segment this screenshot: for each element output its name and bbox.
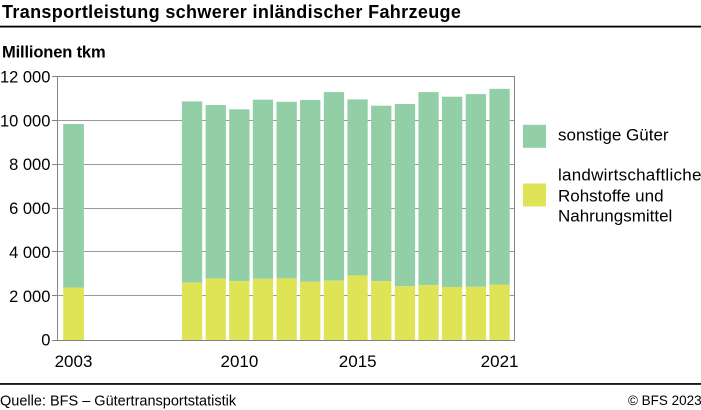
svg-text:12 000: 12 000	[0, 68, 50, 86]
svg-text:© BFS 2023: © BFS 2023	[628, 393, 701, 408]
svg-text:2021: 2021	[481, 352, 519, 371]
svg-text:6 000: 6 000	[9, 200, 50, 218]
svg-text:landwirtschaftliche: landwirtschaftliche	[558, 166, 701, 185]
svg-text:Nahrungsmittel: Nahrungsmittel	[558, 206, 672, 225]
svg-text:8 000: 8 000	[9, 156, 50, 174]
svg-text:sonstige Güter: sonstige Güter	[558, 126, 669, 145]
svg-text:2015: 2015	[339, 352, 377, 371]
svg-text:Transportleistung schwerer inl: Transportleistung schwerer inländischer …	[2, 2, 461, 22]
svg-text:10 000: 10 000	[0, 112, 50, 130]
svg-text:2003: 2003	[55, 352, 93, 371]
svg-text:2010: 2010	[220, 352, 258, 371]
svg-text:2 000: 2 000	[9, 288, 50, 306]
svg-text:Rohstoffe und: Rohstoffe und	[558, 187, 664, 206]
svg-text:Millionen tkm: Millionen tkm	[2, 43, 105, 61]
svg-text:4 000: 4 000	[9, 244, 50, 262]
svg-text:0: 0	[41, 332, 50, 350]
svg-text:Quelle: BFS – Gütertransportst: Quelle: BFS – Gütertransportstatistik	[0, 394, 237, 410]
